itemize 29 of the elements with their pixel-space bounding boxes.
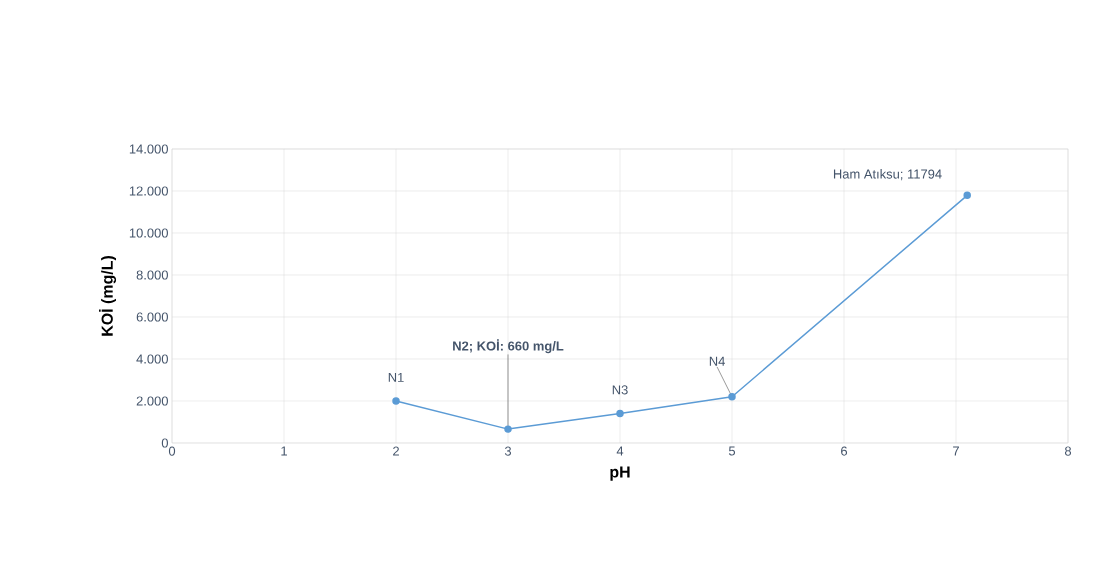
y-tick-label: 14.000: [129, 144, 168, 154]
x-tick-label: 1: [281, 446, 287, 456]
y-tick-label: 0: [161, 438, 168, 448]
x-tick-label: 7: [953, 446, 959, 456]
point: [392, 397, 400, 405]
point: [504, 425, 512, 433]
x-tick-label: 0: [168, 446, 176, 456]
x-tick-label: 2: [393, 446, 399, 456]
point: [616, 409, 624, 418]
y-tick-label: 2.000: [136, 396, 168, 406]
y-tick-label: 4.000: [136, 354, 168, 364]
annotation: N1: [388, 372, 404, 382]
x-tick-label: 5: [728, 446, 736, 456]
x-tick-label: 4: [616, 446, 624, 456]
point: [728, 393, 736, 401]
x-tick-label: 3: [504, 446, 512, 456]
x-axis-title: pH: [610, 466, 630, 481]
y-tick-label: 12.000: [129, 186, 168, 196]
annotation: Ham Atıksu; 11794: [833, 169, 942, 181]
annotation: N3: [612, 385, 628, 395]
annotation: N2; KOİ: 660 mg/L: [453, 339, 564, 354]
x-tick-label: 6: [841, 446, 848, 456]
point: [963, 191, 971, 200]
annotation: N4: [709, 356, 725, 366]
y-axis-title: KOİ (mg/L): [99, 256, 117, 336]
x-tick-label: 8: [1064, 446, 1072, 456]
y-tick-label: 8.000: [136, 270, 168, 280]
y-tick-label: 10.000: [129, 228, 168, 238]
y-tick-label: 6.000: [136, 312, 168, 322]
